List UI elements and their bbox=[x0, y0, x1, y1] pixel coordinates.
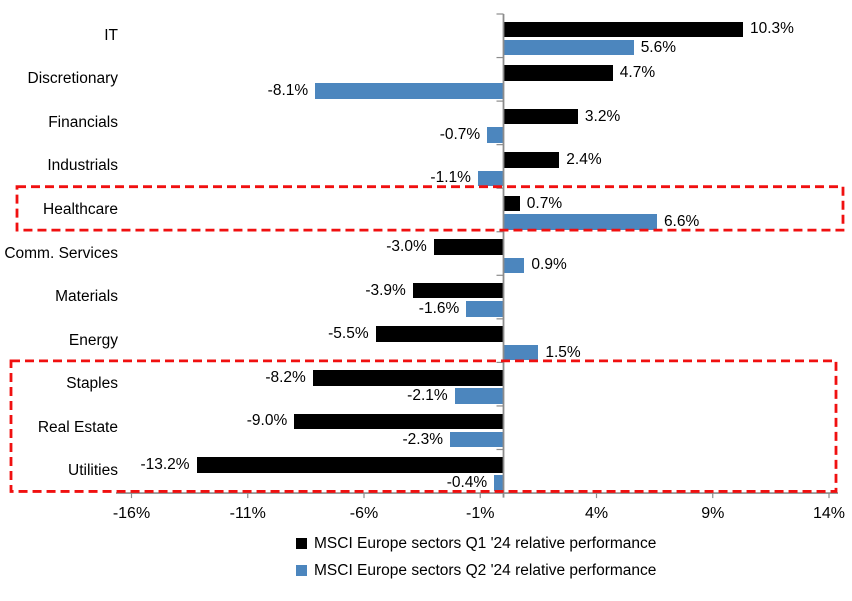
value-label-healthcare-s0: 0.7% bbox=[526, 194, 563, 212]
category-label-comm-services: Comm. Services bbox=[4, 244, 118, 262]
bar-q1-comm-services bbox=[433, 239, 504, 255]
value-label-discretionary-s1: -8.1% bbox=[267, 82, 309, 100]
category-label-utilities: Utilities bbox=[68, 462, 118, 480]
bar-q1-discretionary bbox=[503, 65, 613, 81]
bar-q1-healthcare bbox=[503, 195, 520, 212]
bar-q1-real-estate bbox=[294, 413, 504, 430]
bar-q2-staples bbox=[454, 388, 504, 404]
value-label-materials-s0: -3.9% bbox=[365, 281, 406, 299]
value-label-staples-s1: -2.1% bbox=[407, 387, 448, 405]
category-label-materials: Materials bbox=[55, 288, 118, 306]
x-tick-label-11: -11% bbox=[229, 505, 266, 522]
legend-swatch-icon bbox=[296, 538, 307, 549]
category-label-financials: Financials bbox=[48, 113, 118, 131]
value-label-comm-services-s0: -3.0% bbox=[386, 238, 427, 256]
value-label-staples-s0: -8.2% bbox=[265, 368, 306, 386]
value-label-utilities-s1: -0.4% bbox=[446, 474, 488, 492]
x-tick-label-9: 9% bbox=[701, 505, 725, 522]
highlight-box-healthcare bbox=[15, 185, 845, 232]
value-label-utilities-s0: -13.2% bbox=[140, 455, 190, 473]
category-label-staples: Staples bbox=[66, 375, 118, 393]
bar-q1-materials bbox=[412, 282, 504, 299]
legend-swatch-icon bbox=[296, 565, 307, 576]
bar-q2-utilities bbox=[494, 475, 504, 491]
category-label-it: IT bbox=[104, 26, 118, 44]
category-label-energy: Energy bbox=[68, 331, 118, 349]
value-label-industrials-s1: -1.1% bbox=[430, 169, 471, 187]
value-label-discretionary-s0: 4.7% bbox=[619, 63, 656, 81]
bar-q2-materials bbox=[466, 301, 504, 317]
category-label-real-estate: Real Estate bbox=[37, 418, 118, 436]
legend-label: MSCI Europe sectors Q1 '24 relative perf… bbox=[314, 535, 657, 552]
bar-q2-financials bbox=[487, 127, 504, 143]
bar-q1-financials bbox=[503, 108, 578, 125]
bar-q1-staples bbox=[312, 370, 504, 386]
bar-q2-comm-services bbox=[503, 257, 525, 274]
category-label-healthcare: Healthcare bbox=[43, 200, 118, 218]
x-tick-label-14: 14% bbox=[812, 505, 846, 522]
category-label-industrials: Industrials bbox=[47, 157, 118, 175]
value-label-financials-s1: -0.7% bbox=[439, 125, 481, 143]
x-tick-label-4: 4% bbox=[584, 505, 609, 522]
x-tick-label-16: -16% bbox=[112, 505, 151, 522]
x-tick-label-6: -6% bbox=[349, 505, 379, 522]
bar-q2-real-estate bbox=[450, 431, 504, 448]
bar-q2-discretionary bbox=[315, 83, 504, 100]
value-label-healthcare-s1: 6.6% bbox=[663, 212, 700, 230]
value-label-energy-s1: 1.5% bbox=[545, 343, 581, 361]
legend-item-q1: MSCI Europe sectors Q1 '24 relative perf… bbox=[296, 535, 656, 552]
value-label-financials-s0: 3.2% bbox=[584, 107, 621, 125]
value-label-materials-s1: -1.6% bbox=[418, 300, 460, 317]
bar-q1-energy bbox=[375, 326, 504, 343]
bar-q2-it bbox=[503, 39, 634, 56]
bar-q2-industrials bbox=[477, 170, 504, 187]
x-tick-label-1: -1% bbox=[466, 505, 495, 522]
legend-label: MSCI Europe sectors Q2 '24 relative perf… bbox=[314, 562, 657, 579]
bar-q1-utilities bbox=[196, 457, 504, 473]
bar-q2-energy bbox=[503, 344, 539, 361]
category-label-discretionary: Discretionary bbox=[27, 70, 118, 88]
value-label-energy-s0: -5.5% bbox=[328, 325, 369, 343]
legend-item-q2: MSCI Europe sectors Q2 '24 relative perf… bbox=[296, 562, 656, 579]
value-label-real-estate-s0: -9.0% bbox=[246, 412, 288, 430]
value-label-it-s1: 5.6% bbox=[640, 38, 677, 56]
bar-q1-industrials bbox=[503, 152, 560, 168]
bar-q1-it bbox=[503, 21, 743, 38]
value-label-comm-services-s1: 0.9% bbox=[531, 256, 567, 274]
value-label-real-estate-s1: -2.3% bbox=[402, 430, 444, 448]
value-label-industrials-s0: 2.4% bbox=[566, 151, 602, 169]
value-label-it-s0: 10.3% bbox=[749, 20, 794, 38]
bar-q2-healthcare bbox=[503, 214, 657, 230]
